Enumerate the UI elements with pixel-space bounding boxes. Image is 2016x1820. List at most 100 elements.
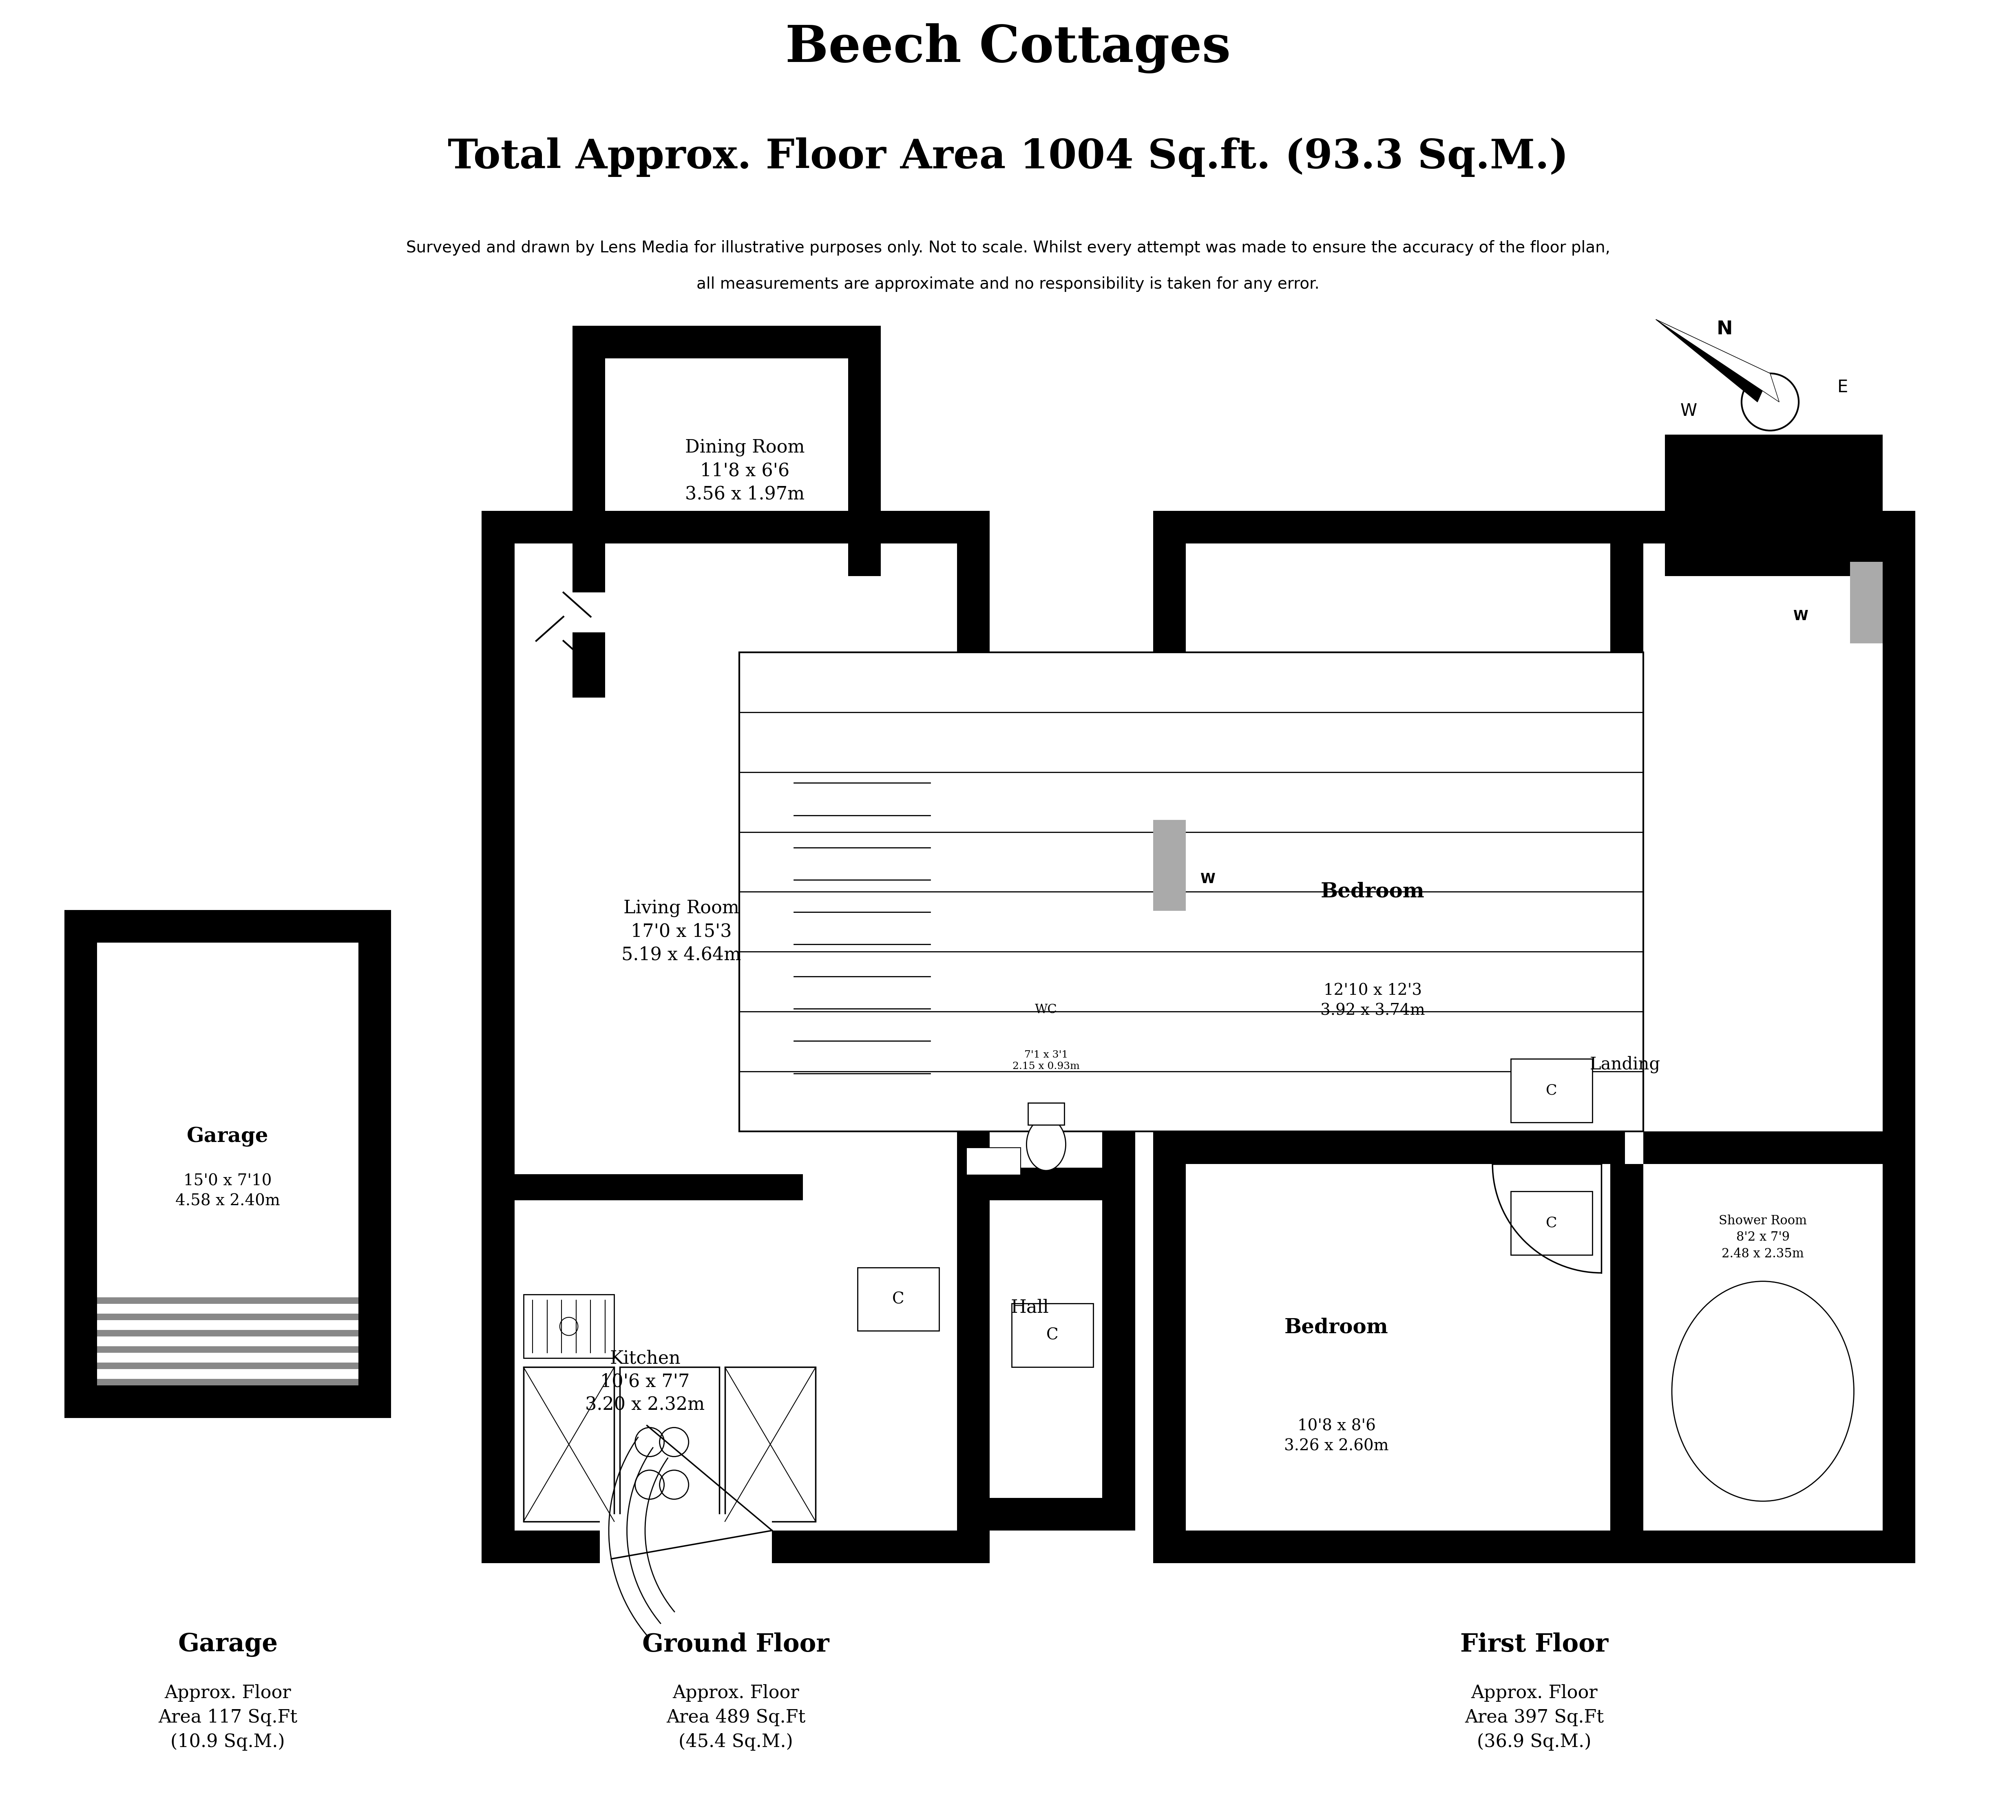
Text: Bedroom: Bedroom [1284, 1318, 1389, 1338]
Bar [1012, 1303, 1093, 1367]
Bar [514, 544, 958, 1531]
Text: 10'8 x 8'6
3.26 x 2.60m: 10'8 x 8'6 3.26 x 2.60m [1284, 1420, 1389, 1454]
Bar [958, 1498, 1135, 1531]
Bar [524, 1367, 615, 1522]
Bar [1185, 544, 1883, 1531]
Bar [1028, 1103, 1064, 1125]
Bar [97, 1330, 359, 1336]
Bar [359, 910, 391, 1418]
Text: Beech Cottages: Beech Cottages [786, 24, 1230, 73]
Text: C: C [1046, 1327, 1058, 1343]
Bar [780, 1531, 990, 1563]
Text: E: E [1837, 379, 1849, 397]
Bar [1103, 1201, 1135, 1531]
Text: Dining Room
11'8 x 6'6
3.56 x 1.97m: Dining Room 11'8 x 6'6 3.56 x 1.97m [685, 439, 804, 502]
Bar [1611, 1165, 1643, 1531]
Text: Landing: Landing [1591, 1056, 1661, 1072]
Text: First Floor: First Floor [1460, 1633, 1609, 1656]
Bar [65, 1385, 391, 1418]
Bar [958, 1232, 1103, 1498]
Text: W: W [1679, 402, 1697, 420]
Bar [794, 783, 929, 1074]
Text: Bedroom: Bedroom [1320, 883, 1425, 903]
Bar [1643, 1132, 1915, 1165]
Bar [857, 1267, 939, 1330]
Bar [1153, 511, 1185, 1563]
Bar [740, 652, 1643, 1132]
Bar [1510, 1192, 1593, 1254]
Bar [482, 1531, 990, 1563]
Text: Approx. Floor
Area 397 Sq.Ft
(36.9 Sq.M.): Approx. Floor Area 397 Sq.Ft (36.9 Sq.M.… [1466, 1683, 1605, 1751]
Text: Approx. Floor
Area 489 Sq.Ft
(45.4 Sq.M.): Approx. Floor Area 489 Sq.Ft (45.4 Sq.M.… [665, 1683, 804, 1751]
Bar [966, 1148, 1020, 1176]
Bar [97, 1363, 359, 1369]
Polygon shape [1655, 320, 1770, 402]
Bar [1851, 562, 1883, 642]
Bar [1153, 821, 1185, 910]
Text: W: W [1200, 872, 1216, 886]
Bar [958, 511, 990, 1563]
Bar [1185, 1132, 1625, 1165]
Text: Kitchen
10'6 x 7'7
3.20 x 2.32m: Kitchen 10'6 x 7'7 3.20 x 2.32m [585, 1350, 706, 1414]
Bar [65, 910, 391, 943]
Bar [573, 632, 605, 697]
Bar [958, 979, 1103, 1201]
Bar [573, 326, 605, 577]
Bar [524, 1294, 615, 1358]
Bar [514, 1174, 802, 1201]
Bar [1883, 511, 1915, 1563]
Bar [573, 528, 605, 593]
Bar [573, 593, 605, 664]
Ellipse shape [1671, 1281, 1855, 1502]
Bar [1103, 946, 1135, 1201]
Bar [1153, 511, 1915, 544]
Text: Total Approx. Floor Area 1004 Sq.ft. (93.3 Sq.M.): Total Approx. Floor Area 1004 Sq.ft. (93… [448, 136, 1568, 177]
Text: C: C [893, 1292, 905, 1307]
Text: Approx. Floor
Area 117 Sq.Ft
(10.9 Sq.M.): Approx. Floor Area 117 Sq.Ft (10.9 Sq.M.… [157, 1683, 296, 1751]
Bar [599, 1514, 772, 1563]
Text: C: C [1546, 1216, 1556, 1230]
Text: Living Room
17'0 x 15'3
5.19 x 4.64m: Living Room 17'0 x 15'3 5.19 x 4.64m [621, 899, 742, 965]
Bar [97, 1380, 359, 1385]
Bar [1697, 468, 1851, 544]
Bar [573, 326, 881, 359]
Bar [97, 1314, 359, 1319]
Bar [849, 326, 881, 577]
Ellipse shape [1026, 1117, 1066, 1170]
Bar [605, 359, 849, 544]
Text: 7'1 x 3'1
2.15 x 0.93m: 7'1 x 3'1 2.15 x 0.93m [1012, 1050, 1081, 1070]
Polygon shape [1655, 320, 1780, 402]
Text: WC: WC [1034, 1003, 1056, 1016]
Bar [482, 511, 990, 544]
Bar [573, 511, 881, 544]
Text: W: W [1794, 610, 1808, 622]
Bar [958, 946, 1135, 979]
Text: N: N [1718, 320, 1734, 339]
Text: C: C [1546, 1083, 1556, 1097]
Bar [97, 943, 359, 1385]
Bar [1665, 435, 1883, 577]
Bar [97, 1347, 359, 1352]
Text: 15'0 x 7'10
4.58 x 2.40m: 15'0 x 7'10 4.58 x 2.40m [175, 1174, 280, 1208]
Text: Hall: Hall [1010, 1298, 1048, 1316]
Text: all measurements are approximate and no responsibility is taken for any error.: all measurements are approximate and no … [696, 277, 1320, 291]
Text: Garage: Garage [177, 1633, 278, 1656]
Bar [97, 1298, 359, 1303]
Text: S: S [1774, 466, 1784, 482]
Bar [1643, 1165, 1883, 1531]
Text: Garage: Garage [187, 1127, 268, 1147]
Bar [1510, 1059, 1593, 1123]
Bar [958, 1168, 1135, 1201]
Text: Surveyed and drawn by Lens Media for illustrative purposes only. Not to scale. W: Surveyed and drawn by Lens Media for ill… [405, 240, 1611, 255]
Bar [726, 1367, 816, 1522]
Bar [619, 1367, 720, 1522]
Text: 12'10 x 12'3
3.92 x 3.74m: 12'10 x 12'3 3.92 x 3.74m [1320, 983, 1425, 1017]
Bar [482, 511, 514, 1563]
Text: Shower Room
8'2 x 7'9
2.48 x 2.35m: Shower Room 8'2 x 7'9 2.48 x 2.35m [1720, 1214, 1806, 1259]
Bar [482, 1531, 599, 1563]
Bar [1153, 1531, 1915, 1563]
Bar [1665, 468, 1697, 577]
Text: Ground Floor: Ground Floor [643, 1633, 829, 1656]
Bar [65, 910, 97, 1418]
Bar [1611, 544, 1643, 1132]
